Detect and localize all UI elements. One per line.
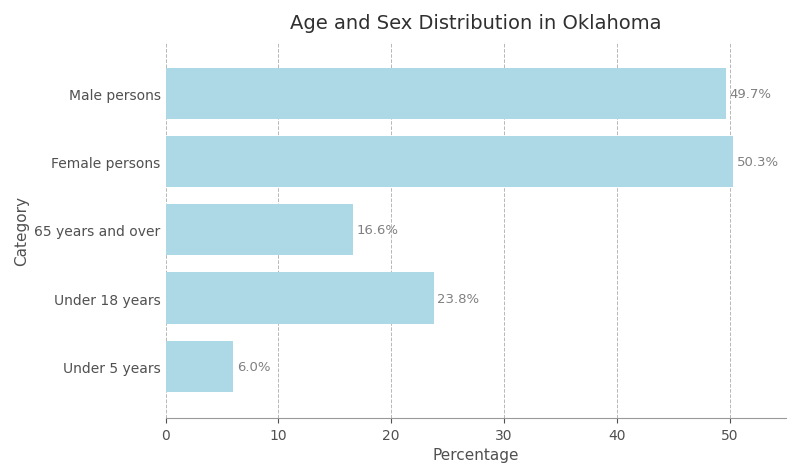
X-axis label: Percentage: Percentage <box>433 447 519 462</box>
Y-axis label: Category: Category <box>14 195 29 265</box>
Title: Age and Sex Distribution in Oklahoma: Age and Sex Distribution in Oklahoma <box>290 14 662 33</box>
Bar <box>166 205 353 256</box>
Bar <box>166 273 434 324</box>
Bar <box>166 341 234 392</box>
Text: 16.6%: 16.6% <box>356 224 398 237</box>
Text: 49.7%: 49.7% <box>730 88 772 100</box>
Text: 50.3%: 50.3% <box>737 156 778 169</box>
Text: 6.0%: 6.0% <box>237 360 270 373</box>
Bar <box>166 137 733 188</box>
Text: 23.8%: 23.8% <box>438 292 479 305</box>
Bar <box>166 69 726 119</box>
